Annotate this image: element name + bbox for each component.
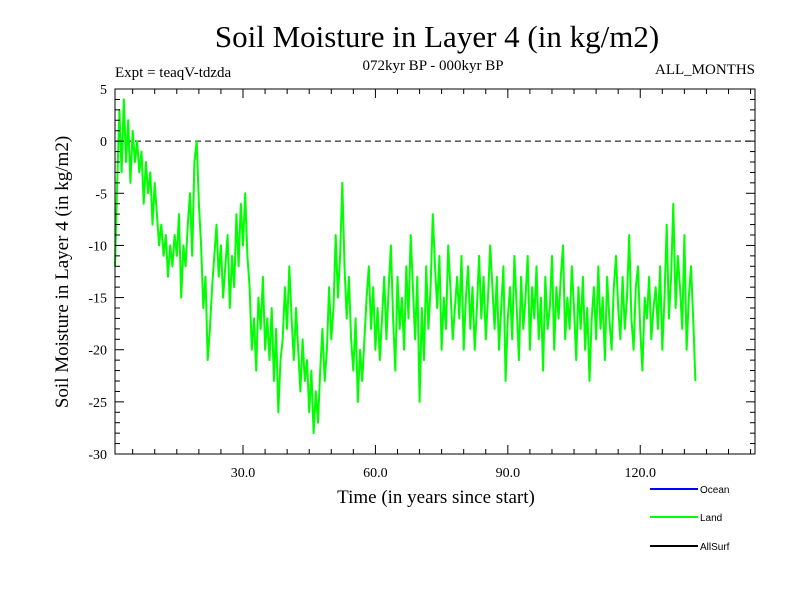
y-tick-label: -15 [88,292,107,307]
legend: Ocean Land AllSurf [650,485,730,553]
x-tick-label: 60.0 [363,466,388,481]
series-layer [114,98,697,435]
plot-frame [114,88,756,455]
legend-allsurf-label: AllSurf [700,542,730,553]
x-tick-label: 120.0 [624,466,656,481]
months-label: ALL_MONTHS [655,62,755,78]
legend-land-label: Land [700,513,722,524]
y-tick-label: -5 [95,187,107,202]
series-line-land [114,98,697,435]
y-tick-label: -10 [88,239,107,254]
y-axis-label: Soil Moisture in Layer 4 (in kg/m2) [52,136,73,408]
y-tick-label: -25 [88,396,107,411]
chart-title: Soil Moisture in Layer 4 (in kg/m2) [215,19,659,54]
experiment-label: Expt = teaqV-tdzda [115,65,232,81]
y-tick-label: 0 [100,135,107,150]
period-label: 072kyr BP - 000kyr BP [362,58,503,74]
legend-ocean-label: Ocean [700,485,729,496]
x-tick-label: 30.0 [231,466,256,481]
y-tick-label: -30 [88,448,107,463]
x-axis-label: Time (in years since start) [337,487,535,508]
y-tick-label: -20 [88,344,107,359]
ticks-layer: 5 0 -5 -10 -15 -20 -25 -30 30.0 60.0 90.0 120.0 [88,83,755,481]
x-tick-label: 90.0 [496,466,521,481]
y-tick-label: 5 [100,83,107,98]
